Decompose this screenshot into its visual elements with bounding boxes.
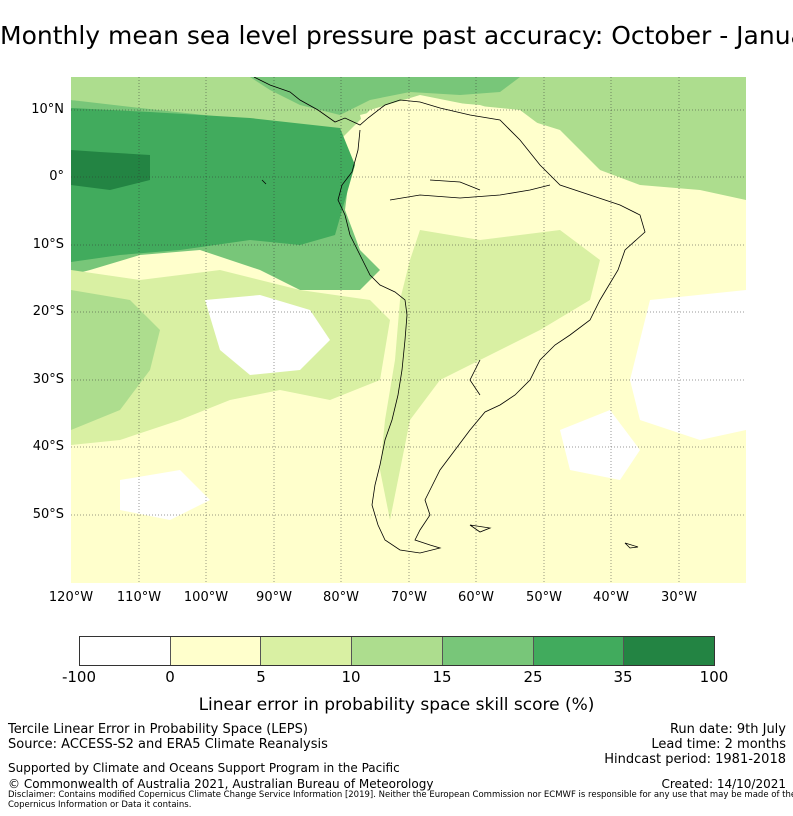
- copyright-text: © Commonwealth of Australia 2021, Austra…: [8, 777, 434, 791]
- colorbar-tick: 25: [523, 668, 543, 686]
- colorbar-swatch: [80, 637, 171, 665]
- supported-text: Supported by Climate and Oceans Support …: [8, 761, 400, 775]
- coastline: [253, 77, 646, 554]
- colorbar: [79, 636, 715, 666]
- lat-label: 10°S: [32, 237, 64, 252]
- method-text: Tercile Linear Error in Probability Spac…: [8, 722, 308, 737]
- lon-label: 120°W: [48, 590, 94, 605]
- lon-label: 90°W: [256, 590, 292, 605]
- lat-label: 40°S: [32, 439, 64, 454]
- lat-label: 0°: [49, 169, 64, 184]
- map-grid: [71, 77, 746, 583]
- colorbar-tick: 35: [613, 668, 633, 686]
- colorbar-swatch: [170, 637, 262, 665]
- region-white-1: [205, 295, 330, 375]
- lat-label: 10°N: [31, 102, 64, 117]
- colorbar-tick: 10: [341, 668, 361, 686]
- lon-label: 30°W: [661, 590, 697, 605]
- region-sp-mid: [71, 290, 160, 430]
- colorbar-label: Linear error in probability space skill …: [198, 695, 595, 715]
- region-continent-light: [380, 230, 600, 520]
- colorbar-swatch: [352, 637, 443, 665]
- colorbar-swatch: [442, 637, 534, 665]
- lat-label: 50°S: [32, 507, 64, 522]
- map-title: Monthly mean sea level pressure past acc…: [0, 21, 793, 50]
- region-north-light: [71, 77, 746, 200]
- lon-label: 100°W: [183, 590, 229, 605]
- region-east-pacific-top: [71, 150, 150, 190]
- lon-label: 40°W: [593, 590, 629, 605]
- colorbar-tick: 5: [256, 668, 266, 686]
- colorbar-tick: 100: [699, 668, 729, 686]
- lon-label: 80°W: [323, 590, 359, 605]
- region-caribbean-mid: [250, 77, 520, 115]
- run-date: Run date: 9th July: [669, 722, 786, 737]
- colorbar-swatch: [261, 637, 353, 665]
- disclaimer-text: Disclaimer: Contains modified Copernicus…: [8, 790, 793, 810]
- skill-map: [71, 77, 746, 583]
- info-left: Tercile Linear Error in Probability Spac…: [8, 722, 328, 752]
- lon-label: 70°W: [391, 590, 427, 605]
- created-date: Created: 14/10/2021: [661, 777, 786, 791]
- region-white-3: [560, 410, 640, 480]
- lat-label: 30°S: [32, 372, 64, 387]
- source-text: Source: ACCESS-S2 and ERA5 Climate Reana…: [8, 737, 328, 752]
- lon-label: 60°W: [458, 590, 494, 605]
- lon-label: 110°W: [116, 590, 162, 605]
- region-east-pacific-high: [71, 108, 355, 262]
- hindcast-period: Hindcast period: 1981-2018: [604, 752, 786, 767]
- colorbar-tick: 15: [432, 668, 452, 686]
- lat-label: 20°S: [32, 304, 64, 319]
- info-right: Run date: 9th July Lead time: 2 months H…: [604, 722, 786, 767]
- colorbar-tick: 0: [165, 668, 175, 686]
- region-continent-n-light: [360, 100, 620, 215]
- colorbar-swatch: [533, 637, 625, 665]
- lon-label: 50°W: [526, 590, 562, 605]
- colorbar-tick: -100: [61, 668, 97, 686]
- region-white-2: [630, 290, 746, 440]
- lead-time: Lead time: 2 months: [651, 737, 786, 752]
- colorbar-swatch: [624, 637, 715, 665]
- region-white-4: [120, 470, 210, 520]
